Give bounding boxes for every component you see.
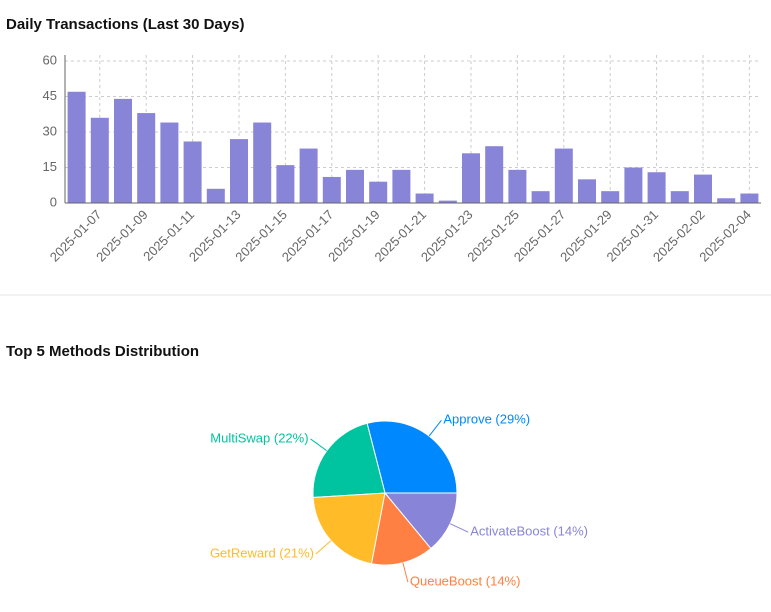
bar xyxy=(114,98,132,203)
bar xyxy=(67,91,86,203)
bar xyxy=(183,141,202,203)
bar xyxy=(322,176,341,203)
pie-slice xyxy=(383,492,458,550)
bar xyxy=(531,191,550,203)
label-line xyxy=(449,523,469,533)
bar xyxy=(369,181,388,203)
label-line xyxy=(315,540,332,555)
bar xyxy=(554,148,573,203)
bar-title: Daily Transactions (Last 30 Days) xyxy=(6,16,244,33)
slice-label: ActivateBoost (14%) xyxy=(470,524,588,539)
y-tick-label: 30 xyxy=(43,123,57,138)
slice-label: Approve (29%) xyxy=(443,412,530,427)
y-tick-label: 0 xyxy=(50,194,57,209)
bar xyxy=(438,200,457,203)
label-line xyxy=(428,419,442,437)
slice-label: MultiSwap (22%) xyxy=(210,430,308,445)
bar xyxy=(90,117,109,203)
slice-label: GetReward (21%) xyxy=(210,545,314,560)
bar xyxy=(160,122,179,203)
pie-slice xyxy=(370,491,432,566)
bar xyxy=(230,139,248,203)
y-tick-label: 15 xyxy=(43,159,57,174)
slice-label: QueueBoost (14%) xyxy=(410,574,521,589)
label-line xyxy=(310,438,328,452)
bar xyxy=(253,122,272,203)
bar xyxy=(717,198,736,203)
bar xyxy=(392,169,411,203)
bar xyxy=(578,179,596,203)
bar xyxy=(462,153,480,203)
bar xyxy=(299,148,318,203)
pie-slice xyxy=(366,420,458,494)
y-tick-label: 45 xyxy=(43,88,57,103)
bar xyxy=(508,169,527,203)
label-line xyxy=(402,562,409,583)
bar xyxy=(206,188,225,203)
bar xyxy=(694,174,712,203)
bar xyxy=(670,191,689,203)
bar xyxy=(415,193,434,203)
bar xyxy=(346,169,364,203)
bar xyxy=(740,193,759,203)
bar xyxy=(647,172,666,203)
pie-title: Top 5 Methods Distribution xyxy=(6,343,199,360)
pie-slice xyxy=(312,422,386,499)
bar xyxy=(137,113,156,203)
bar xyxy=(485,146,504,203)
bar xyxy=(601,191,620,203)
y-tick-label: 60 xyxy=(43,52,57,67)
bar xyxy=(276,165,295,203)
bar xyxy=(624,167,643,203)
